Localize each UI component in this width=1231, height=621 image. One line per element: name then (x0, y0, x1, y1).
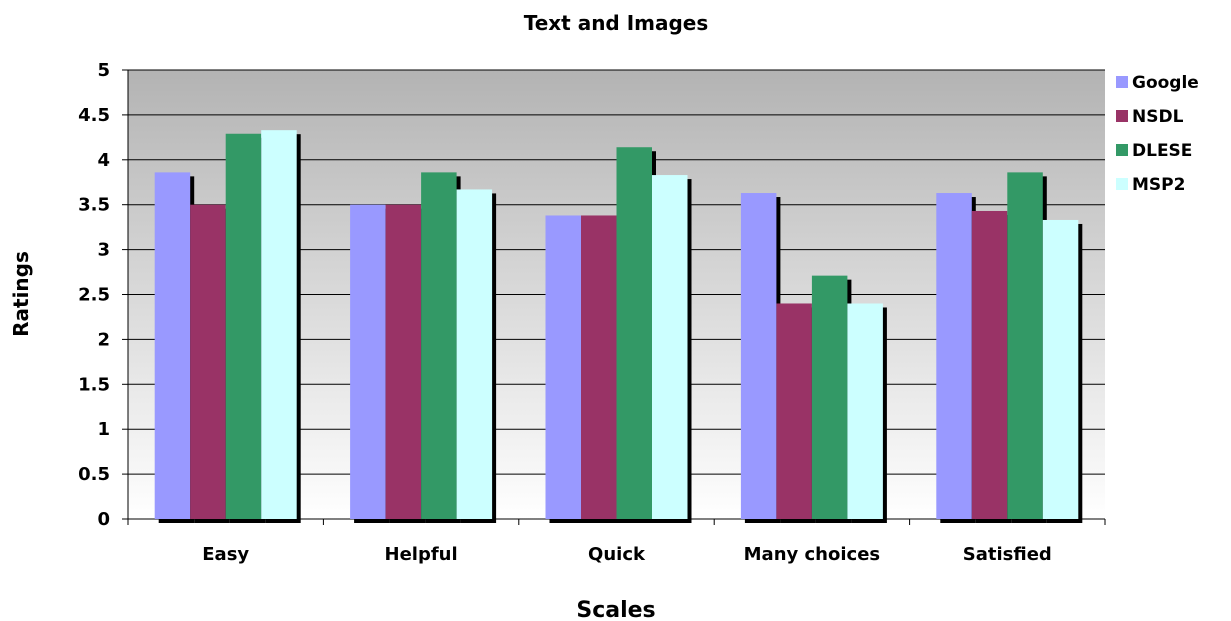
bar-dlese-helpful (421, 172, 457, 519)
bar-nsdl-satisfied (971, 210, 1008, 519)
y-tick-label: 3 (97, 240, 110, 261)
bar-msp2-many-choices (847, 303, 883, 519)
x-axis-label: Scales (576, 598, 655, 621)
x-tick-label: Satisfied (963, 544, 1052, 565)
x-tick-label: Quick (588, 544, 646, 565)
bar-dlese-satisfied (1007, 172, 1043, 519)
legend-swatch-google (1116, 76, 1128, 88)
y-tick-label: 2.5 (78, 285, 110, 306)
y-tick-label: 2 (97, 329, 110, 350)
bar-nsdl-helpful (385, 204, 422, 519)
y-tick-label: 4 (97, 150, 110, 171)
bar-msp2-quick (652, 175, 688, 520)
legend-swatch-msp2 (1116, 178, 1128, 190)
bar-dlese-quick (616, 147, 652, 519)
x-tick-label: Easy (202, 544, 249, 565)
y-tick-label: 5 (97, 60, 110, 81)
bar-msp2-easy (261, 130, 297, 519)
legend-swatch-nsdl (1116, 110, 1128, 122)
plot-area: 0 0.5 1 1.5 2 2.5 3 3.5 4 4.5 5 Easy Helpful Quick Man… (78, 60, 1106, 565)
y-tick-label: 1.5 (78, 374, 110, 395)
bar-google-easy (154, 172, 191, 519)
y-tick-label: 1 (97, 419, 110, 440)
legend-label-nsdl: NSDL (1132, 107, 1184, 127)
bar-google-satisfied (936, 193, 972, 519)
legend-label-dlese: DLESE (1132, 141, 1192, 161)
chart-title: Text and Images (524, 11, 709, 35)
legend-label-msp2: MSP2 (1132, 175, 1185, 195)
y-axis-label: Ratings (9, 251, 33, 337)
y-tick-label: 0.5 (78, 464, 110, 485)
bar-msp2-satisfied (1042, 219, 1079, 519)
bar-nsdl-many-choices (776, 303, 812, 519)
y-tick-label: 4.5 (78, 105, 110, 126)
bar-nsdl-quick (581, 215, 617, 519)
legend-swatch-dlese (1116, 144, 1128, 156)
bar-dlese-easy (225, 133, 262, 519)
x-tick-label: Helpful (385, 544, 458, 565)
legend-label-google: Google (1132, 73, 1199, 93)
legend: Google NSDL DLESE MSP2 (1116, 73, 1199, 195)
bar-dlese-many-choices (811, 275, 848, 519)
y-tick-label: 0 (97, 509, 110, 530)
y-tick-label: 3.5 (78, 195, 110, 216)
bar-google-helpful (350, 204, 386, 519)
bar-google-quick (545, 215, 581, 519)
bar-nsdl-easy (190, 204, 226, 519)
x-tick-label: Many choices (744, 544, 881, 565)
bar-msp2-helpful (456, 189, 493, 519)
bar-google-many-choices (740, 193, 777, 519)
